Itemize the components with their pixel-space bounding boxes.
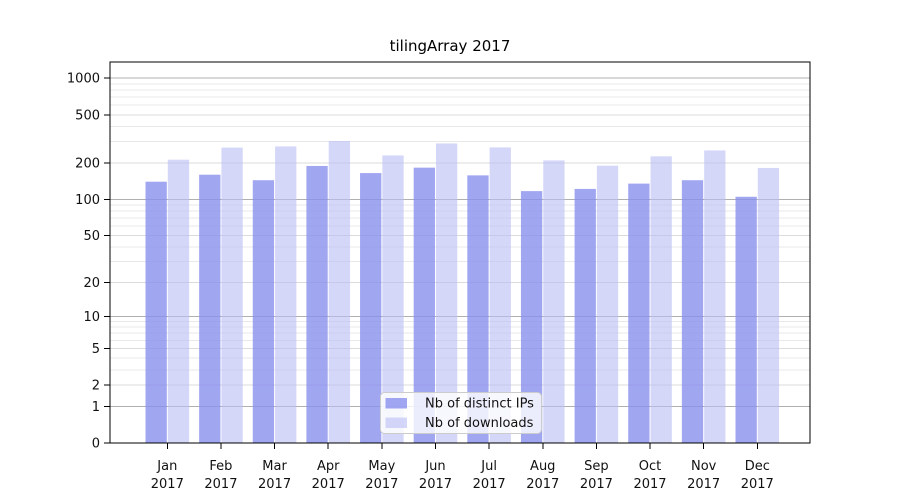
x-tick-label-month: Nov bbox=[691, 459, 717, 474]
y-tick-label: 200 bbox=[75, 156, 100, 171]
y-tick-label: 50 bbox=[83, 229, 100, 244]
bar-downloads bbox=[757, 167, 780, 443]
bar-downloads bbox=[489, 147, 511, 444]
bar-distinct-ips bbox=[360, 173, 382, 443]
x-tick-label-month: Feb bbox=[209, 459, 232, 474]
y-tick-label: 5 bbox=[92, 342, 100, 357]
x-tick-label-month: Dec bbox=[745, 459, 770, 474]
y-tick-label: 100 bbox=[75, 193, 100, 208]
bar-downloads bbox=[275, 146, 297, 443]
bar-distinct-ips bbox=[628, 183, 650, 443]
x-tick-label-year: 2017 bbox=[151, 477, 184, 492]
x-tick-label-month: Jun bbox=[424, 459, 445, 474]
bar-distinct-ips bbox=[681, 180, 704, 443]
y-tick-label: 20 bbox=[83, 276, 100, 291]
chart-title: tilingArray 2017 bbox=[389, 37, 511, 55]
y-tick-label: 1000 bbox=[67, 72, 100, 87]
legend-swatch bbox=[385, 417, 407, 428]
plot-border bbox=[109, 61, 811, 444]
x-tick-label-year: 2017 bbox=[258, 477, 291, 492]
bar-distinct-ips bbox=[574, 188, 596, 443]
legend-label: Nb of downloads bbox=[425, 416, 534, 431]
x-tick-label-year: 2017 bbox=[419, 477, 452, 492]
y-tick-label: 10 bbox=[83, 310, 100, 325]
bar-downloads bbox=[221, 147, 243, 444]
legend-box bbox=[380, 392, 542, 434]
bar-downloads bbox=[704, 150, 726, 443]
legend-swatch bbox=[385, 398, 407, 409]
x-tick-label-month: May bbox=[368, 459, 395, 474]
x-tick-label-year: 2017 bbox=[473, 477, 506, 492]
bar-distinct-ips bbox=[413, 167, 435, 443]
bar-downloads bbox=[167, 159, 190, 443]
bar-downloads bbox=[328, 140, 351, 444]
x-tick-label-month: Mar bbox=[262, 459, 287, 474]
x-tick-label-month: Jan bbox=[156, 459, 177, 474]
x-tick-label-month: Apr bbox=[317, 459, 340, 474]
x-tick-label-year: 2017 bbox=[365, 477, 398, 492]
bar-distinct-ips bbox=[306, 165, 328, 443]
bar-distinct-ips bbox=[145, 181, 167, 443]
bar-downloads bbox=[435, 143, 458, 443]
x-tick-label-year: 2017 bbox=[526, 477, 559, 492]
x-tick-label-month: Sep bbox=[584, 459, 609, 474]
x-tick-label-month: Aug bbox=[530, 459, 555, 474]
y-tick-label: 500 bbox=[75, 108, 100, 123]
bar-downloads bbox=[650, 156, 672, 443]
x-tick-label-year: 2017 bbox=[204, 477, 237, 492]
x-tick-label-month: Oct bbox=[639, 459, 661, 474]
x-tick-label-month: Jul bbox=[480, 459, 497, 474]
x-tick-label-year: 2017 bbox=[312, 477, 345, 492]
x-tick-label-year: 2017 bbox=[741, 477, 774, 492]
legend-label: Nb of distinct IPs bbox=[425, 397, 534, 412]
legend: Nb of distinct IPs Nb of downloads bbox=[380, 392, 542, 434]
bar-distinct-ips bbox=[735, 196, 757, 443]
y-tick-label: 2 bbox=[92, 378, 100, 393]
bar-downloads bbox=[382, 155, 404, 443]
y-tick-label: 0 bbox=[92, 437, 100, 452]
bar-distinct-ips bbox=[467, 175, 489, 443]
bar-distinct-ips bbox=[520, 191, 543, 443]
bar-distinct-ips bbox=[252, 180, 275, 443]
y-tick-label: 1 bbox=[92, 400, 100, 415]
bar-downloads bbox=[543, 160, 565, 443]
bar-distinct-ips bbox=[199, 174, 221, 444]
x-tick-label-year: 2017 bbox=[580, 477, 613, 492]
x-tick-label-year: 2017 bbox=[687, 477, 720, 492]
x-tick-label-year: 2017 bbox=[633, 477, 666, 492]
bar-downloads bbox=[596, 165, 619, 443]
